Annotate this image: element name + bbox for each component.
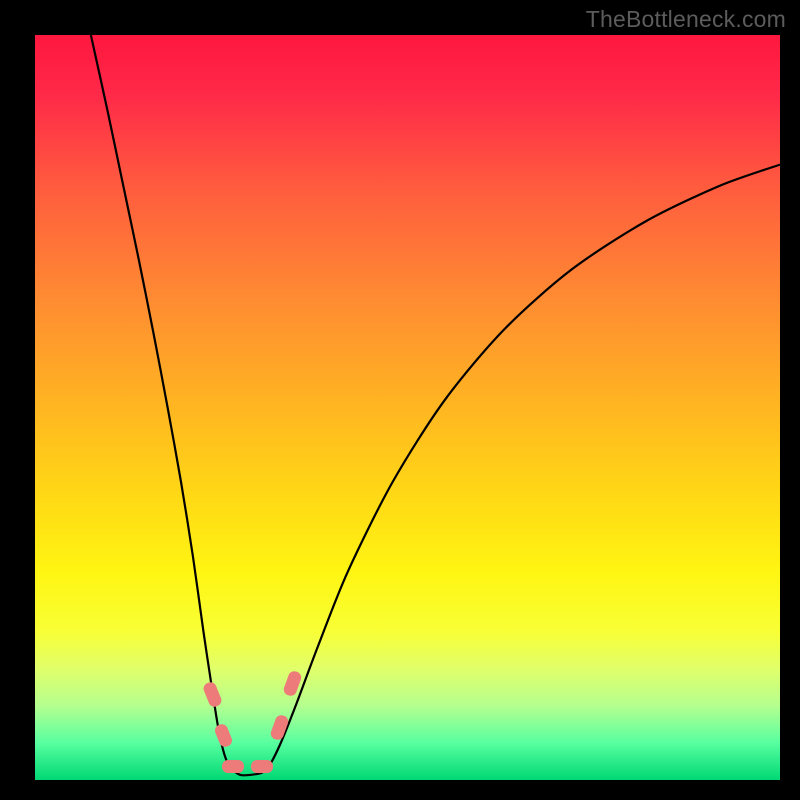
chart-root: TheBottleneck.com bbox=[0, 0, 800, 800]
plot-area bbox=[35, 35, 780, 780]
curve-marker-2 bbox=[222, 760, 244, 773]
bottleneck-curve bbox=[35, 35, 780, 780]
curve-marker-3 bbox=[251, 760, 273, 773]
watermark-text: TheBottleneck.com bbox=[586, 6, 786, 33]
